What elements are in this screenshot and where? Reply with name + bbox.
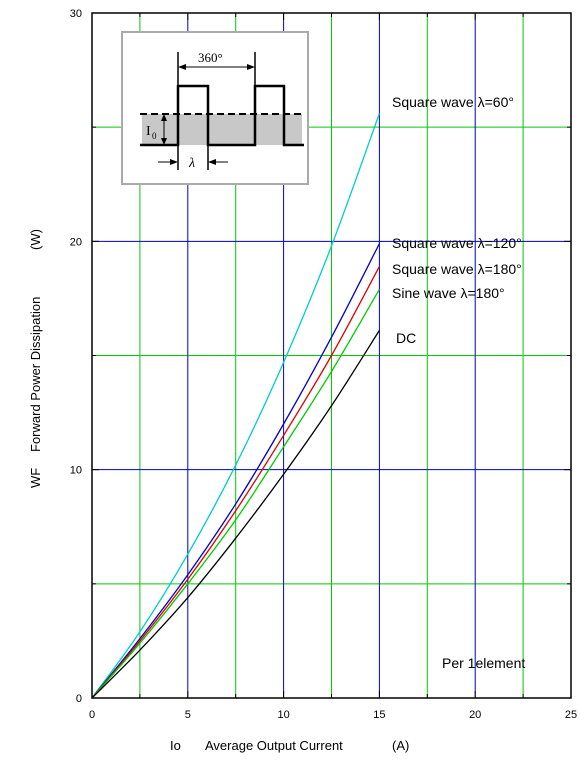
- x-tick-label: 20: [469, 709, 481, 721]
- y-axis-title: Forward Power Dissipation: [28, 297, 43, 452]
- series-line-3: [91, 288, 380, 699]
- inset-frame: [121, 31, 309, 185]
- x-axis-title: Average Output Current: [205, 738, 343, 753]
- series-labels: Square wave λ=60° Square wave λ=120° Squar…: [392, 94, 522, 346]
- square-pulse-waveform: [140, 84, 304, 147]
- period-arrowhead-left: [178, 64, 186, 70]
- y-tick-label: 10: [70, 465, 82, 477]
- series-label-0: Square wave λ=60°: [392, 94, 514, 110]
- average-level-area: [142, 114, 302, 145]
- x-tick-label: 15: [373, 709, 385, 721]
- current-arrowhead-bottom: [161, 138, 167, 145]
- y-axis-unit: (W): [28, 229, 43, 250]
- current-subscript: 0: [152, 131, 157, 141]
- period-label: 360°: [198, 50, 223, 65]
- current-arrowhead-top: [161, 114, 167, 121]
- series-label-2: Square wave λ=180°: [392, 261, 522, 277]
- x-tick-label: 0: [89, 709, 95, 721]
- waveform-inset: 360° I 0 λ: [121, 31, 309, 185]
- major-gridlines: [92, 13, 571, 698]
- width-arrowhead-left: [170, 159, 178, 165]
- width-arrowhead-right: [208, 159, 216, 165]
- x-axis-unit: (A): [392, 738, 409, 753]
- current-label: I: [146, 124, 151, 139]
- x-tick-label: 10: [277, 709, 289, 721]
- width-label: λ: [188, 156, 195, 171]
- series-line-4: [91, 330, 380, 699]
- series-line-0: [91, 113, 381, 699]
- series-label-3: Sine wave λ=180°: [392, 285, 505, 301]
- x-tick-labels: 0 5 10 15 20 25: [89, 709, 577, 721]
- series-line-1: [91, 243, 380, 699]
- y-tick-label: 20: [70, 236, 82, 248]
- series-line-2: [91, 266, 380, 699]
- axis-ticks: [91, 12, 572, 699]
- period-arrowhead-right: [247, 64, 255, 70]
- y-tick-labels: 0 10 20 30: [70, 8, 82, 705]
- series-label-4: DC: [396, 330, 416, 346]
- annotation-per-element: Per 1element: [442, 655, 525, 671]
- series-label-1: Square wave λ=120°: [392, 235, 522, 251]
- y-tick-label: 0: [76, 693, 82, 705]
- x-axis-symbol: Io: [170, 738, 181, 753]
- x-tick-label: 25: [565, 709, 577, 721]
- curves: [91, 113, 381, 699]
- x-tick-label: 5: [185, 709, 191, 721]
- y-axis-symbol: WF: [28, 468, 43, 488]
- y-tick-label: 30: [70, 8, 82, 20]
